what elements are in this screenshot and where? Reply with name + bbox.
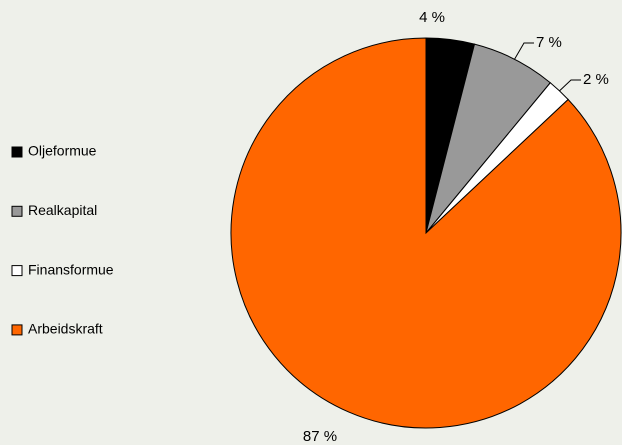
legend-label: Realkapital <box>28 202 97 218</box>
legend-swatch <box>11 324 23 336</box>
legend-swatch <box>11 265 23 277</box>
data-label: 7 % <box>536 34 562 51</box>
data-label: 2 % <box>583 71 609 88</box>
data-label: 4 % <box>419 9 445 26</box>
pie-slice <box>230 37 622 429</box>
legend-swatch <box>11 146 23 158</box>
legend-label: Finansformue <box>28 261 114 277</box>
legend-label: Arbeidskraft <box>28 321 103 337</box>
legend-swatch <box>11 205 23 217</box>
leader-line <box>559 79 581 92</box>
data-label: 87 % <box>303 428 337 445</box>
legend-label: Oljeformue <box>28 143 97 159</box>
leader-line <box>514 42 534 60</box>
